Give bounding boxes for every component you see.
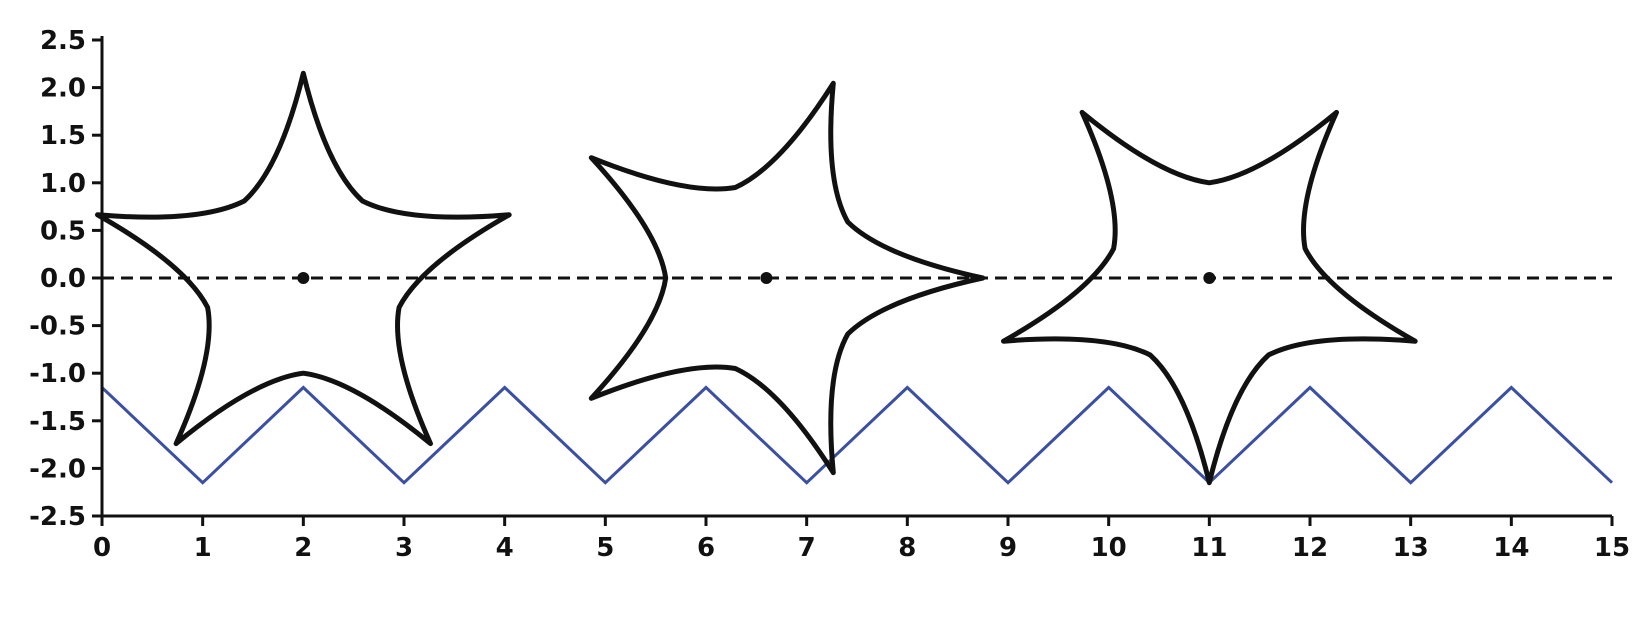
x-tick-label: 1 [194,533,212,563]
y-tick-label: 2.0 [40,74,86,104]
x-tick-label: 9 [999,533,1017,563]
star-center-point-3 [1203,272,1216,284]
y-tick-label: 0.0 [40,264,86,294]
x-tick-label: 14 [1493,533,1529,563]
star-shape-2 [588,80,986,476]
star-shape-3 [1001,109,1418,486]
x-tick-label: 2 [294,533,312,563]
y-tick-label: -1.0 [29,359,86,389]
y-tick-label: -0.5 [29,312,86,342]
star-center-point-2 [760,272,773,284]
x-tick-label: 15 [1594,533,1630,563]
x-tick-label: 12 [1292,533,1328,563]
x-tick-label: 6 [697,533,715,563]
x-tick-label: 5 [596,533,614,563]
y-tick-label: -1.5 [29,407,86,437]
y-tick-label: 0.5 [40,216,86,246]
star-shape-1 [95,70,512,447]
x-tick-label: 8 [898,533,916,563]
y-tick-label: 1.0 [40,169,86,199]
y-tick-label: 2.5 [40,26,86,56]
x-tick-label: 13 [1393,533,1429,563]
y-tick-label: -2.0 [29,454,86,484]
y-tick-label: 1.5 [40,121,86,151]
y-tick-label: -2.5 [29,502,86,532]
x-tick-label: 0 [93,533,111,563]
axes: 0 1 2 3 4 5 6 7 8 9 10 11 12 13 14 152.52.01.51.00.50.0… [29,26,1630,563]
x-tick-label: 10 [1091,533,1127,563]
plot-area [95,70,1614,486]
x-tick-label: 4 [496,533,514,563]
x-tick-label: 3 [395,533,413,563]
x-tick-label: 7 [798,533,816,563]
zigzag-series-line [100,385,1614,485]
star-center-point-1 [297,272,310,284]
x-tick-label: 11 [1191,533,1227,563]
